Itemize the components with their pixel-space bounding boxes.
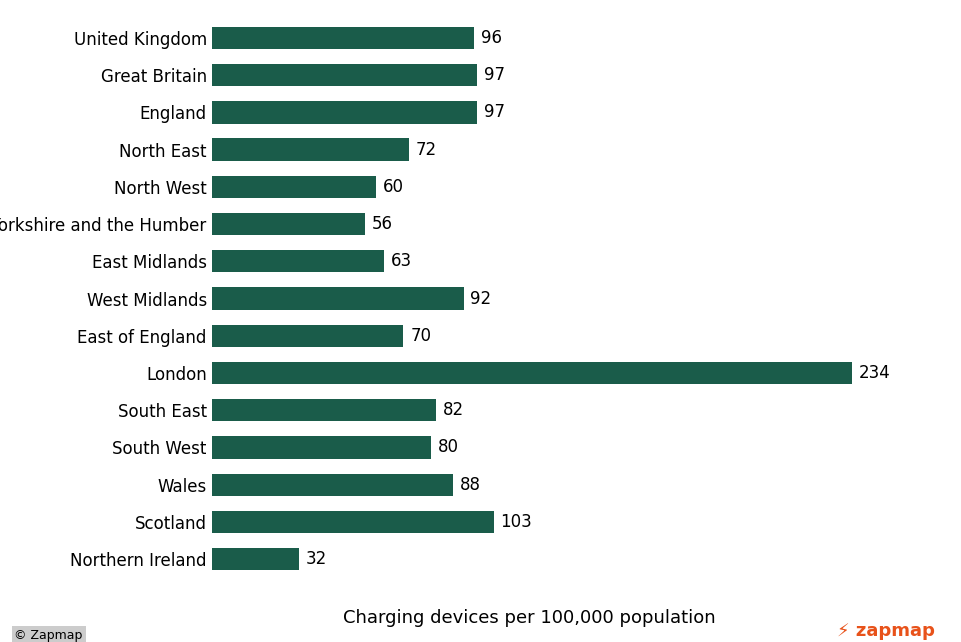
Text: 97: 97 xyxy=(483,66,505,84)
Bar xyxy=(211,399,435,421)
Text: 92: 92 xyxy=(470,290,491,308)
Bar xyxy=(211,362,851,384)
Text: Charging devices per 100,000 population: Charging devices per 100,000 population xyxy=(342,609,715,627)
Text: 96: 96 xyxy=(480,29,502,47)
Bar xyxy=(211,511,493,533)
Text: ⚡ zapmap: ⚡ zapmap xyxy=(836,621,934,639)
Text: 97: 97 xyxy=(483,103,505,121)
Bar xyxy=(211,250,383,272)
Bar xyxy=(211,288,463,309)
Bar xyxy=(211,548,299,570)
Bar xyxy=(211,101,477,123)
Bar xyxy=(211,213,364,235)
Bar xyxy=(211,176,376,198)
Text: 63: 63 xyxy=(390,252,411,270)
Text: 56: 56 xyxy=(371,215,392,233)
Bar xyxy=(211,474,452,496)
Text: © Zapmap: © Zapmap xyxy=(14,629,83,642)
Text: 80: 80 xyxy=(437,438,458,456)
Text: 70: 70 xyxy=(409,327,431,345)
Text: 32: 32 xyxy=(306,550,327,568)
Bar xyxy=(211,139,408,160)
Bar xyxy=(211,437,431,458)
Text: 103: 103 xyxy=(500,513,531,531)
Text: 234: 234 xyxy=(858,364,890,382)
Bar xyxy=(211,325,403,347)
Bar xyxy=(211,27,474,49)
Text: 60: 60 xyxy=(382,178,404,196)
Text: 88: 88 xyxy=(459,476,480,494)
Bar xyxy=(211,64,477,86)
Text: 82: 82 xyxy=(442,401,463,419)
Text: 72: 72 xyxy=(415,141,436,159)
